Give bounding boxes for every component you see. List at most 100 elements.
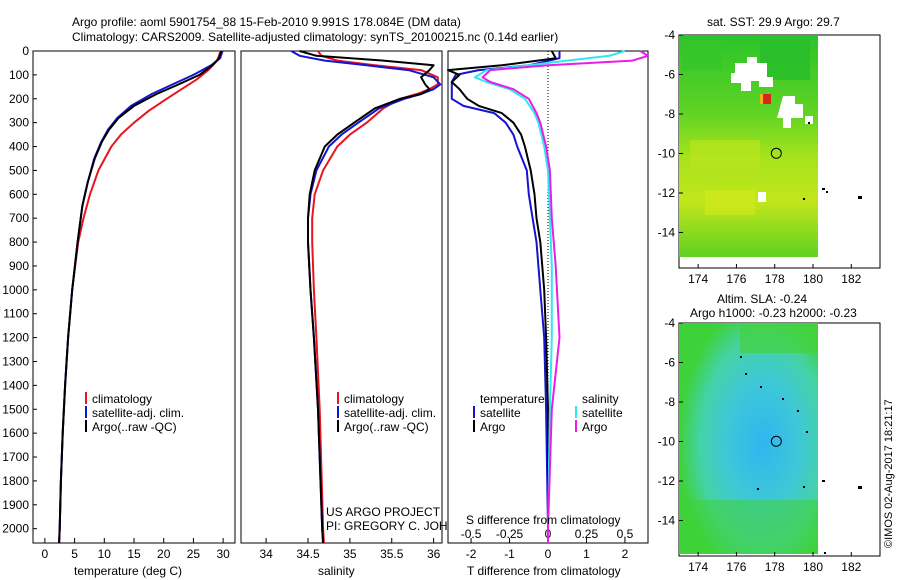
depth-tick-label: 2000 bbox=[2, 522, 29, 536]
title-line1: Argo profile: aoml 5901754_88 15-Feb-201… bbox=[72, 15, 461, 29]
map-y-tick-label: -6 bbox=[664, 355, 675, 369]
legend-satellite-adj: satellite-adj. clim. bbox=[344, 406, 436, 420]
s-tick-label: 0.25 bbox=[575, 527, 599, 541]
map-x-tick-label: 174 bbox=[688, 272, 708, 286]
depth-tick-label: 500 bbox=[9, 163, 29, 177]
x-tick-label: 34 bbox=[259, 547, 273, 561]
map-x-tick-label: 182 bbox=[841, 560, 861, 574]
map-y-tick-label: -10 bbox=[658, 146, 676, 160]
depth-tick-label: 700 bbox=[9, 211, 29, 225]
map-y-tick-label: -10 bbox=[658, 434, 676, 448]
depth-tick-label: 600 bbox=[9, 187, 29, 201]
x-tick-label: 10 bbox=[98, 547, 112, 561]
x-tick-label: 20 bbox=[157, 547, 171, 561]
sla-field-patch bbox=[740, 323, 818, 353]
x-tick-label: 30 bbox=[216, 547, 230, 561]
project-line1: US ARGO PROJECT bbox=[326, 505, 441, 519]
x-tick-label: 2 bbox=[622, 547, 629, 561]
island-dot bbox=[782, 398, 784, 400]
map-x-tick-label: 180 bbox=[803, 272, 823, 286]
depth-tick-label: 1300 bbox=[2, 354, 29, 368]
x-tick-label: -2 bbox=[466, 547, 477, 561]
argo-figure: Argo profile: aoml 5901754_88 15-Feb-201… bbox=[0, 0, 900, 580]
legend-temperature-title: temperature bbox=[480, 392, 545, 406]
map-y-tick-label: -8 bbox=[664, 107, 675, 121]
map-y-tick-label: -14 bbox=[658, 225, 676, 239]
x-tick-label: 0 bbox=[545, 547, 552, 561]
sla-map-panel: Altim. SLA: -0.24 Argo h1000: -0.23 h200… bbox=[658, 292, 880, 574]
map-y-tick-label: -6 bbox=[664, 67, 675, 81]
salinity-axes-frame bbox=[241, 51, 442, 543]
s-tick-label: 0.5 bbox=[617, 527, 634, 541]
depth-tick-label: 0 bbox=[22, 44, 29, 58]
temperature-axes-frame bbox=[33, 51, 235, 543]
x-tick-label: 35 bbox=[343, 547, 357, 561]
sst-field-patch bbox=[682, 40, 722, 70]
difference-xlabel: T difference from climatology bbox=[467, 564, 621, 578]
salinity-xlabel: salinity bbox=[318, 564, 355, 578]
x-tick-label: 25 bbox=[187, 547, 201, 561]
map-y-tick-label: -4 bbox=[664, 316, 675, 330]
x-tick-label: 5 bbox=[71, 547, 78, 561]
depth-tick-label: 1100 bbox=[3, 307, 29, 321]
x-tick-label: 34.5 bbox=[296, 547, 320, 561]
map-x-tick-label: 176 bbox=[726, 560, 746, 574]
sla-map-subtitle: Argo h1000: -0.23 h2000: -0.23 bbox=[690, 306, 857, 320]
map-y-tick-label: -12 bbox=[658, 474, 676, 488]
difference-xlabel-top: S difference from climatology bbox=[466, 513, 621, 527]
map-x-tick-label: 176 bbox=[726, 272, 746, 286]
map-x-tick-label: 178 bbox=[765, 560, 785, 574]
x-tick-label: 15 bbox=[127, 547, 141, 561]
depth-tick-label: 1600 bbox=[2, 426, 29, 440]
sst-field-patch bbox=[690, 140, 760, 170]
title-line2: Climatology: CARS2009. Satellite-adjuste… bbox=[72, 30, 558, 44]
depth-tick-label: 1000 bbox=[2, 283, 29, 297]
map-y-tick-label: -8 bbox=[664, 395, 675, 409]
x-tick-label: 36 bbox=[427, 547, 441, 561]
depth-tick-label: 1200 bbox=[2, 331, 29, 345]
sst-field-patch bbox=[760, 40, 810, 80]
island-dot bbox=[822, 480, 825, 482]
map-x-tick-label: 180 bbox=[803, 560, 823, 574]
legend-satellite-adj: satellite-adj. clim. bbox=[92, 406, 184, 420]
imos-credit: ©IMOS 02-Aug-2017 18:21:17 bbox=[883, 399, 895, 548]
legend-salinity-title: salinity bbox=[582, 392, 619, 406]
island-dot bbox=[803, 486, 805, 488]
legend-sal-satellite: satellite bbox=[582, 406, 623, 420]
island-dot bbox=[760, 386, 762, 388]
warm-pixel bbox=[760, 94, 763, 104]
depth-tick-label: 300 bbox=[9, 116, 29, 130]
difference-panel: -2 -1 0 1 2-0.5 -0.25 0 0.25 0.5 S difference fr… bbox=[448, 51, 648, 578]
island-dot bbox=[824, 552, 826, 554]
s-tick-label: -0.25 bbox=[496, 527, 524, 541]
island-dot bbox=[806, 431, 808, 433]
depth-tick-label: 1500 bbox=[2, 402, 29, 416]
depth-tick-label: 1800 bbox=[2, 474, 29, 488]
island-dot bbox=[757, 488, 759, 490]
sst-map-panel: sat. SST: 29.9 Argo: 29.7 174 176 178 180 18… bbox=[658, 15, 880, 286]
sla-map-title: Altim. SLA: -0.24 bbox=[717, 292, 807, 306]
map-x-tick-label: 178 bbox=[765, 272, 785, 286]
depth-tick-label: 200 bbox=[9, 92, 29, 106]
depth-tick-label: 800 bbox=[9, 235, 29, 249]
cloud-mask bbox=[758, 192, 766, 202]
legend-climatology: climatology bbox=[344, 392, 404, 406]
sst-map-title: sat. SST: 29.9 Argo: 29.7 bbox=[707, 15, 840, 29]
legend-temp-satellite: satellite bbox=[480, 406, 521, 420]
island-dot bbox=[808, 122, 810, 124]
depth-tick-label: 1700 bbox=[2, 450, 29, 464]
depth-tick-label: 1400 bbox=[2, 378, 29, 392]
island-dot bbox=[858, 196, 862, 199]
s-tick-label: -0.5 bbox=[461, 527, 482, 541]
island-dot bbox=[822, 188, 825, 190]
sst-field-patch bbox=[705, 190, 755, 215]
map-y-tick-label: -14 bbox=[658, 513, 676, 527]
depth-tick-label: 1900 bbox=[2, 498, 29, 512]
map-y-tick-label: -4 bbox=[664, 28, 675, 42]
depth-tick-label: 400 bbox=[9, 140, 29, 154]
map-x-tick-label: 182 bbox=[841, 272, 861, 286]
salinity-panel: 34 34.5 35 35.5 36 salinity climatology sate… bbox=[241, 51, 482, 578]
legend-argo: Argo(..raw -QC) bbox=[92, 420, 177, 434]
depth-tick-label: 900 bbox=[9, 259, 29, 273]
warm-pixel bbox=[763, 94, 771, 104]
